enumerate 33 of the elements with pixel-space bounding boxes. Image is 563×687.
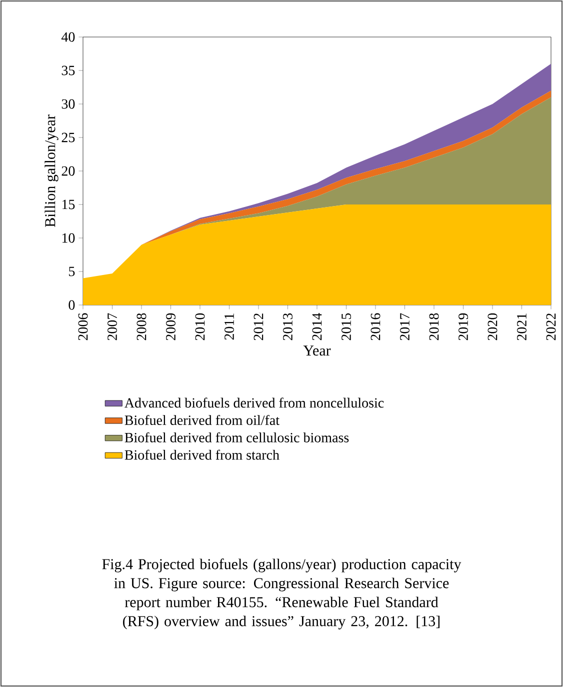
- x-tick-label: 2007: [108, 313, 117, 340]
- y-tick-label: 5: [69, 266, 75, 276]
- x-tick-label: 2011: [224, 314, 234, 340]
- x-tick-label: 2008: [136, 313, 146, 340]
- legend-label: Advanced biofuels derived from noncellulosic: [124, 398, 384, 408]
- x-tick-label: 2016: [370, 313, 380, 340]
- x-tick-label: 2006: [78, 313, 88, 340]
- x-tick-label: 2017: [400, 313, 410, 340]
- legend-label: Biofuel derived from cellulosic biomass: [124, 432, 349, 442]
- x-tick-label: 2015: [342, 313, 351, 340]
- y-tick-label: 30: [62, 99, 75, 109]
- y-tick-label: 20: [62, 166, 75, 176]
- x-tick-label: 2014: [312, 313, 322, 340]
- y-tick-label: 0: [68, 300, 75, 310]
- y-axis-title: Billion gallon/year: [44, 114, 58, 228]
- y-tick-label: 35: [62, 66, 75, 76]
- x-tick-label: 2010: [195, 313, 205, 340]
- legend-label: Biofuel derived from starch: [124, 450, 280, 460]
- x-tick-label: 2021: [517, 314, 526, 340]
- y-tick-label: 10: [62, 233, 75, 243]
- caption: Fig.4 Projected biofuels (gallons/year) production capacity in US. Figure source: Congressional Research Service report number R40155. “Renewable Fuel Standard (RFS) overview and issues” January 23, 2012. [13]: [102, 558, 462, 630]
- x-tick-label: 2020: [488, 313, 498, 340]
- x-tick-label: 2022: [546, 314, 556, 340]
- legend-label: Biofuel derived from oil/fat: [124, 414, 280, 425]
- y-tick-label: 40: [61, 32, 75, 42]
- y-tick-label: 25: [62, 132, 75, 142]
- x-tick-label: 2018: [429, 313, 439, 340]
- x-tick-label: 2019: [458, 313, 468, 340]
- x-axis-title: Year: [303, 346, 331, 356]
- x-tick-label: 2013: [283, 313, 292, 340]
- x-tick-label: 2009: [166, 313, 176, 340]
- y-tick-label: 15: [62, 200, 75, 210]
- x-tick-label: 2012: [254, 314, 264, 340]
